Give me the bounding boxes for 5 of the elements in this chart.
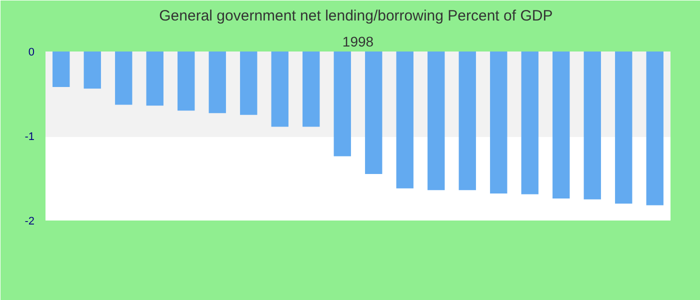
y-tick-label: -2 bbox=[24, 216, 34, 228]
y-tick-label: 0 bbox=[28, 46, 35, 58]
y-tick-label: -1 bbox=[24, 131, 34, 143]
chart-title: General government net lending/borrowing Percent of GDP bbox=[159, 8, 553, 24]
chart-subtitle: 1998 bbox=[342, 34, 374, 50]
